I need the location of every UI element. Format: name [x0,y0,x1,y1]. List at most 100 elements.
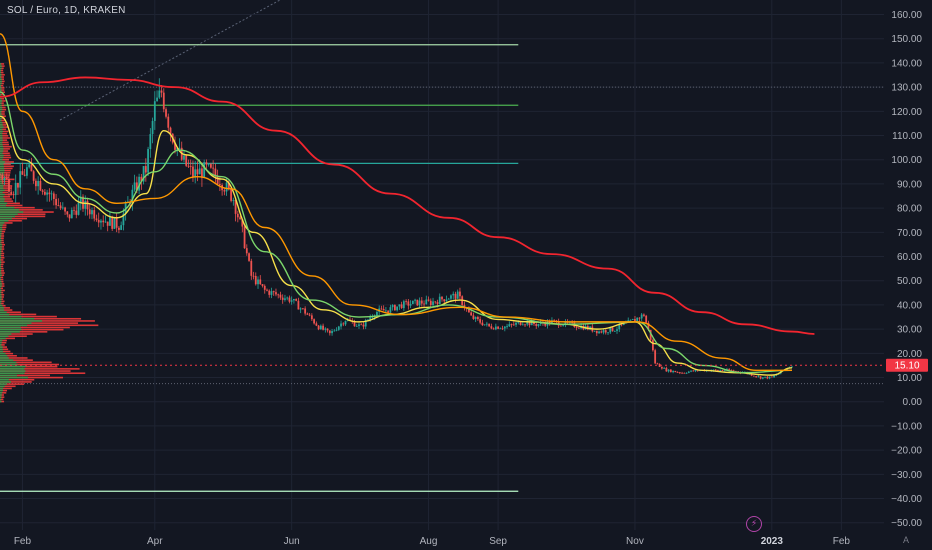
candle-down [436,302,439,304]
candle-up [598,331,600,334]
candle-down [277,294,280,296]
candle-down [528,321,531,326]
candle-down [717,369,719,371]
candle-down [10,191,13,195]
volume-profile-bar-up [0,346,3,348]
volume-profile-bar-up [0,237,1,239]
candle-down [492,328,495,330]
volume-profile-bar-up [0,287,1,290]
candle-down [239,217,241,220]
volume-profile-bar [0,161,14,163]
volume-profile-bar [0,365,58,368]
volume-profile-bar [0,361,52,364]
candle-down [1,174,4,180]
price-axis-background [884,0,932,550]
volume-profile-bar [0,200,14,202]
candle-down [216,176,219,185]
volume-profile-bar [0,272,5,274]
volume-profile-bar-up [0,154,4,157]
symbol-title[interactable]: SOL / Euro, 1D, KRAKEN [7,5,126,16]
candle-down [634,319,636,322]
volume-profile-bar-up [0,254,2,257]
volume-profile-bar [0,80,5,83]
candle-up [91,210,93,215]
volume-profile-bar [0,69,4,72]
volume-profile-bar [0,102,4,104]
candle-up [530,321,533,326]
volume-profile-bar-up [0,139,3,141]
candle-down [281,297,284,300]
candle-down [665,367,668,372]
auto-scale-button[interactable]: A [903,535,910,545]
candle-up [385,310,387,312]
candle-down [95,218,98,220]
time-tick-label: Nov [626,536,644,547]
candle-up [607,332,609,334]
price-axis[interactable]: 160.00 150.00 140.00 130.00 120.00 110.00 100.… [884,0,932,550]
candle-down [192,166,194,177]
price-tick-label: 120.00 [891,107,922,118]
candle-up [602,330,605,333]
candle-up [640,314,643,319]
candle-up [26,167,28,176]
candle-up [564,321,567,326]
candle-down [144,166,147,173]
volume-profile-bar [0,396,5,398]
candle-down [759,376,762,379]
candle-down [317,325,320,330]
volume-profile-bar-up [0,74,2,76]
candle-up [425,299,428,305]
volume-profile-bar-up [0,361,17,364]
volume-profile-bar [0,84,4,87]
candle-up [138,176,141,191]
price-tick-label: 0.00 [903,397,923,408]
candle-up [494,326,497,330]
time-tick-label: Feb [14,536,32,547]
volume-profile-bar-up [0,256,2,259]
candle-up [622,323,625,325]
candle-up [176,147,179,150]
candle-up [178,147,181,149]
volume-profile-bar-up [0,108,3,111]
candle-up [50,193,53,195]
candle-down [313,319,316,324]
volume-profile-bar [0,97,5,100]
volume-profile-bar [0,256,5,259]
candle-up [203,162,206,178]
volume-profile-bar [0,71,4,74]
candle-up [122,213,125,226]
candle-down [535,324,538,327]
candle-up [207,164,210,165]
candle-down [360,324,363,326]
lightning-icon[interactable]: ⚡ [746,516,762,532]
volume-profile-bar [0,178,15,181]
volume-profile-bar [0,261,5,263]
candle-up [398,304,401,307]
volume-profile-bar [0,128,7,131]
candle-up [764,376,766,378]
candle-up [414,299,416,301]
volume-profile-bar-up [0,206,15,209]
volume-profile-bar [0,335,27,337]
volume-profile-bar-up [0,128,3,131]
volume-profile-bar [0,287,4,290]
price-tick-label: 40.00 [897,300,922,311]
volume-profile-bar-up [0,182,4,185]
volume-profile-bar-up [0,121,3,124]
volume-profile-bar-up [0,222,5,224]
candle-down [468,308,470,313]
candle-down [304,308,307,314]
volume-profile-bar-up [0,143,3,146]
candle-down [476,317,479,320]
candle-down [362,324,365,327]
candle-down [210,164,212,168]
volume-profile-bar-up [0,339,3,342]
candle-down [620,324,623,326]
candle-up [636,317,639,322]
candle-down [227,182,230,189]
volume-profile-bar-up [0,219,9,222]
volume-profile-bar-up [0,285,2,287]
candle-up [694,369,697,372]
time-axis[interactable]: Feb Apr Jun Aug Sep Nov 2023 Feb [14,536,851,547]
